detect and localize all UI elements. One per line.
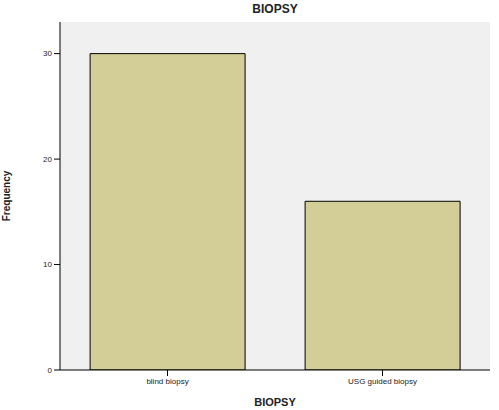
svg-text:0: 0	[48, 366, 53, 375]
html-text:BIOPSY: BIOPSY	[252, 2, 298, 16]
svg-text:Frequency: Frequency	[8, 170, 12, 221]
svg-text:blind biopsy: blind biopsy	[146, 377, 188, 386]
svg-text:BIOPSY: BIOPSY	[254, 396, 296, 408]
svg-text:20: 20	[43, 155, 52, 164]
svg-text:30: 30	[43, 49, 52, 58]
svg-text:10: 10	[43, 260, 52, 269]
svg-text:USG guided biopsy: USG guided biopsy	[348, 377, 417, 386]
